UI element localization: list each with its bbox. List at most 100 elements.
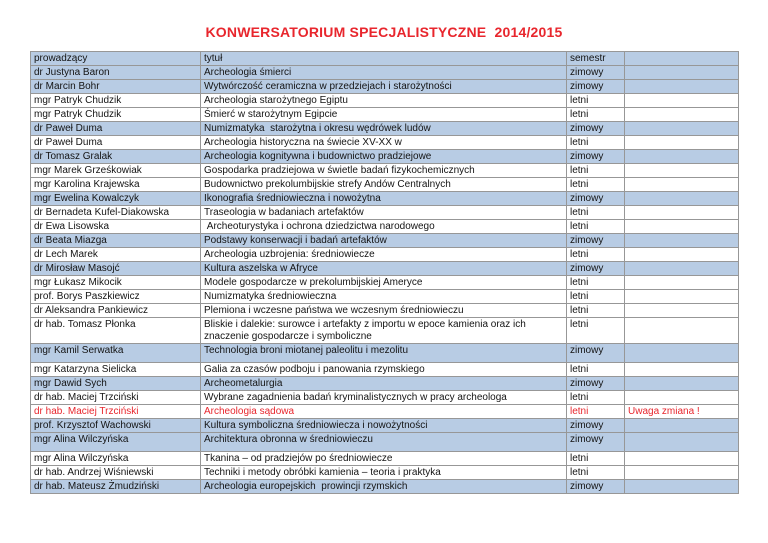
lecturer-cell: mgr Patryk Chudzik <box>30 107 201 122</box>
lecturer-cell: dr hab. Maciej Trzciński <box>30 404 201 419</box>
note-cell <box>624 107 739 122</box>
course-title-cell: Archeoturystyka i ochrona dziedzictwa na… <box>200 219 567 234</box>
semester-cell: letni <box>566 205 625 220</box>
note-cell <box>624 390 739 405</box>
table-row: dr Marcin Bohr Wytwórczość ceramiczna w … <box>30 79 739 94</box>
course-title-cell: Galia za czasów podboju i panowania rzym… <box>200 362 567 377</box>
table-row: dr hab. Maciej Trzciński Archeologia sąd… <box>30 404 739 419</box>
note-cell <box>624 362 739 377</box>
note-cell <box>624 191 739 206</box>
course-title-cell: Numizmatyka starożytna i okresu wędrówek… <box>200 121 567 136</box>
lecturer-cell: dr Beata Miazga <box>30 233 201 248</box>
table-row: dr Tomasz Gralak Archeologia kognitywna … <box>30 149 739 164</box>
note-cell <box>624 247 739 262</box>
note-cell <box>624 219 739 234</box>
course-title-cell: Tkanina – od pradziejów po średniowiecze <box>200 451 567 466</box>
table-row: mgr Ewelina Kowalczyk Ikonografia średni… <box>30 191 739 206</box>
semester-cell: letni <box>566 275 625 290</box>
semester-cell: zimowy <box>566 233 625 248</box>
lecturer-cell: mgr Kamil Serwatka <box>30 343 201 363</box>
note-cell <box>624 289 739 304</box>
course-title-cell: Archeologia uzbrojenia: średniowiecze <box>200 247 567 262</box>
note-cell <box>624 376 739 391</box>
note-cell <box>624 303 739 318</box>
lecturer-cell: mgr Karolina Krajewska <box>30 177 201 192</box>
table-row: dr Beata Miazga Podstawy konserwacji i b… <box>30 233 739 248</box>
course-title-cell: Podstawy konserwacji i badań artefaktów <box>200 233 567 248</box>
semester-cell: zimowy <box>566 432 625 452</box>
table-row: prof. Borys Paszkiewicz Numizmatyka śred… <box>30 289 739 304</box>
note-cell <box>624 317 739 344</box>
note-cell <box>624 121 739 136</box>
course-title-cell: Wybrane zagadnienia badań kryminalistycz… <box>200 390 567 405</box>
lecturer-cell: dr hab. Tomasz Płonka <box>30 317 201 344</box>
course-title-cell: Technologia broni miotanej paleolitu i m… <box>200 343 567 363</box>
semester-cell: letni <box>566 451 625 466</box>
lecturer-cell: dr Lech Marek <box>30 247 201 262</box>
lecturer-cell: dr Tomasz Gralak <box>30 149 201 164</box>
lecturer-cell: dr Paweł Duma <box>30 135 201 150</box>
course-title-cell: Archeologia europejskich prowincji rzyms… <box>200 479 567 494</box>
table-row: mgr Łukasz Mikocik Modele gospodarcze w … <box>30 275 739 290</box>
course-title-cell: Kultura aszelska w Afryce <box>200 261 567 276</box>
note-cell <box>624 163 739 178</box>
table-row: mgr Patryk Chudzik Archeologia starożytn… <box>30 93 739 108</box>
note-cell <box>624 451 739 466</box>
table-row: dr Aleksandra Pankiewicz Plemiona i wcze… <box>30 303 739 318</box>
semester-cell: letni <box>566 219 625 234</box>
lecturer-cell: mgr Dawid Sych <box>30 376 201 391</box>
course-title-cell: Archeologia śmierci <box>200 65 567 80</box>
table-row: dr hab. Mateusz Żmudziński Archeologia e… <box>30 479 739 494</box>
note-cell <box>624 135 739 150</box>
lecturer-cell: mgr Łukasz Mikocik <box>30 275 201 290</box>
semester-cell: zimowy <box>566 376 625 391</box>
semester-cell: zimowy <box>566 343 625 363</box>
course-title-cell: Archeologia sądowa <box>200 404 567 419</box>
table-row: dr Ewa Lisowska Archeoturystyka i ochron… <box>30 219 739 234</box>
course-title-cell: Numizmatyka średniowieczna <box>200 289 567 304</box>
course-title-cell: Ikonografia średniowieczna i nowożytna <box>200 191 567 206</box>
table-row: mgr Kamil Serwatka Technologia broni mio… <box>30 343 739 363</box>
table-header-row: prowadzący tytuł semestr <box>30 51 739 66</box>
header-semester: semestr <box>566 51 625 66</box>
semester-cell: zimowy <box>566 261 625 276</box>
lecturer-cell: mgr Katarzyna Sielicka <box>30 362 201 377</box>
lecturer-cell: dr hab. Maciej Trzciński <box>30 390 201 405</box>
note-cell <box>624 432 739 452</box>
note-cell <box>624 343 739 363</box>
note-cell <box>624 479 739 494</box>
semester-cell: letni <box>566 404 625 419</box>
lecturer-cell: prof. Krzysztof Wachowski <box>30 418 201 433</box>
table-row: mgr Karolina Krajewska Budownictwo preko… <box>30 177 739 192</box>
table-row: dr Lech Marek Archeologia uzbrojenia: śr… <box>30 247 739 262</box>
table-row: mgr Dawid Sych Archeometalurgia zimowy <box>30 376 739 391</box>
lecturer-cell: dr hab. Andrzej Wiśniewski <box>30 465 201 480</box>
course-title-cell: Wytwórczość ceramiczna w przedziejach i … <box>200 79 567 94</box>
course-title-cell: Archeologia historyczna na świecie XV-XX… <box>200 135 567 150</box>
lecturer-cell: dr Justyna Baron <box>30 65 201 80</box>
course-title-cell: Archeologia starożytnego Egiptu <box>200 93 567 108</box>
table-row: dr hab. Tomasz Płonka Bliskie i dalekie:… <box>30 317 739 344</box>
semester-cell: zimowy <box>566 121 625 136</box>
table-row: dr hab. Maciej Trzciński Wybrane zagadni… <box>30 390 739 405</box>
course-table-body: dr Justyna Baron Archeologia śmierci zim… <box>30 65 739 494</box>
note-cell <box>624 79 739 94</box>
lecturer-cell: dr Ewa Lisowska <box>30 219 201 234</box>
course-title-cell: Budownictwo prekolumbijskie strefy Andów… <box>200 177 567 192</box>
semester-cell: letni <box>566 247 625 262</box>
course-title-cell: Archeologia kognitywna i budownictwo pra… <box>200 149 567 164</box>
course-title-cell: Plemiona i wczesne państwa we wczesnym ś… <box>200 303 567 318</box>
semester-cell: zimowy <box>566 65 625 80</box>
semester-cell: letni <box>566 362 625 377</box>
course-title-cell: Techniki i metody obróbki kamienia – teo… <box>200 465 567 480</box>
course-title-cell: Kultura symboliczna średniowiecza i nowo… <box>200 418 567 433</box>
lecturer-cell: dr Paweł Duma <box>30 121 201 136</box>
page-title: KONWERSATORIUM SPECJALISTYCZNE 2014/2015 <box>205 24 563 40</box>
table-row: mgr Alina Wilczyńska Tkanina – od pradzi… <box>30 451 739 466</box>
semester-cell: letni <box>566 303 625 318</box>
semester-cell: letni <box>566 107 625 122</box>
course-title-cell: Bliskie i dalekie: surowce i artefakty z… <box>200 317 567 344</box>
semester-cell: zimowy <box>566 191 625 206</box>
lecturer-cell: mgr Alina Wilczyńska <box>30 432 201 452</box>
